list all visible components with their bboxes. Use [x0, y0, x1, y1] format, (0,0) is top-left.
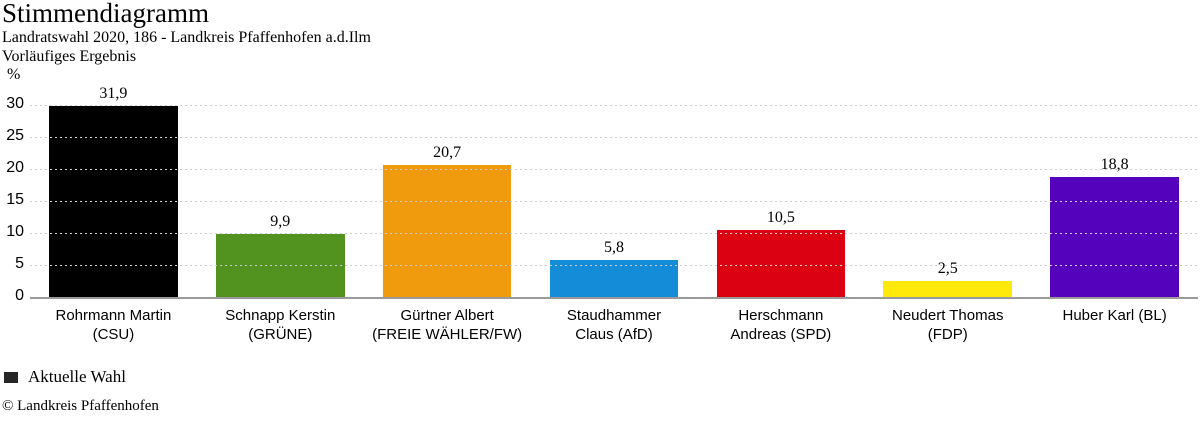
gridline-15 [30, 201, 1198, 202]
bar-column: 2,5 [864, 85, 1031, 297]
legend-label: Aktuelle Wahl [28, 367, 126, 386]
x-axis-label-line: Huber Karl (BL) [1062, 307, 1167, 324]
x-axis-category-label: Herschmann Andreas (SPD) [697, 306, 864, 344]
y-tick-label-0: 0 [15, 287, 24, 304]
x-axis-label-line: (GRÜNE) [248, 326, 313, 343]
y-tick-label-15: 15 [6, 191, 24, 208]
bar [1050, 176, 1179, 297]
x-axis-label-line: Schnapp Kerstin [225, 307, 336, 324]
x-axis-category-label: Schnapp Kerstin (GRÜNE) [197, 306, 364, 344]
x-axis-label-line: (CSU) [92, 326, 135, 343]
bar [382, 164, 512, 297]
x-axis-category-label: Staudhammer Claus (AfD) [531, 306, 698, 344]
x-axis-labels: Rohrmann Martin (CSU) Schnapp Kerstin (GRÜN… [30, 306, 1198, 344]
chart-subtitle-result-status: Vorläufiges Ergebnis [2, 48, 137, 65]
x-axis-label-line: (FDP) [927, 326, 968, 343]
y-tick-label-30: 30 [6, 95, 24, 112]
x-axis-category-label: Huber Karl (BL) [1031, 306, 1198, 344]
gridline-10 [30, 233, 1198, 234]
x-axis-category-label: Neudert Thomas (FDP) [864, 306, 1031, 344]
x-axis-label-line: Herschmann [738, 307, 824, 324]
gridline-25 [30, 137, 1198, 138]
y-tick-label-5: 5 [15, 255, 24, 272]
bar [549, 259, 679, 297]
bar-column: 5,8 [531, 85, 698, 297]
bar [883, 281, 1012, 297]
x-axis-category-label: Gürtner Albert (FREIE WÄHLER/FW) [364, 306, 531, 344]
bar-column: 10,5 [697, 85, 864, 297]
bar-value-label: 10,5 [766, 208, 795, 226]
y-tick-label-10: 10 [6, 223, 24, 240]
legend-swatch-current-election [4, 371, 18, 383]
x-axis-category-label: Rohrmann Martin (CSU) [30, 306, 197, 344]
bar [716, 229, 846, 297]
x-axis-label-line: (FREIE WÄHLER/FW) [372, 326, 523, 343]
y-tick-label-25: 25 [6, 127, 24, 144]
bar-value-label: 9,9 [270, 212, 291, 230]
x-axis-label-line: Claus (AfD) [575, 326, 653, 343]
bar-value-label: 5,8 [604, 238, 624, 256]
legend: Aktuelle Wahl [4, 367, 126, 387]
bar-value-label: 31,9 [99, 85, 128, 102]
bar-value-label: 2,5 [937, 260, 958, 277]
gridline-5 [30, 265, 1198, 266]
copyright-notice: © Landkreis Pfaffenhofen [2, 398, 159, 414]
x-axis-label-line: Rohrmann Martin [55, 307, 172, 324]
x-axis-label-line: Gürtner Albert [400, 307, 494, 324]
page-title: Stimmendiagramm [2, 0, 209, 28]
bar-value-label: 18,8 [1100, 155, 1129, 173]
y-tick-label-20: 20 [6, 159, 24, 176]
chart-subtitle-election: Landratswahl 2020, 186 - Landkreis Pfaff… [2, 29, 371, 46]
y-axis-unit-label: % [7, 66, 21, 83]
x-axis-label-line: Staudhammer [566, 307, 662, 324]
plot-area: 31,9 9,9 20,7 5,8 10,5 2,5 18,8 0 5 10 15 20 25 30 [6, 85, 1198, 304]
x-axis-label-line: Andreas (SPD) [730, 326, 832, 343]
gridline-30 [30, 105, 1198, 106]
bar-column: 18,8 [1031, 85, 1198, 297]
x-axis-label-line: Neudert Thomas [892, 307, 1004, 324]
gridline-20 [30, 169, 1198, 170]
bar-value-label: 20,7 [433, 143, 462, 161]
bar-column: 20,7 [364, 85, 531, 297]
